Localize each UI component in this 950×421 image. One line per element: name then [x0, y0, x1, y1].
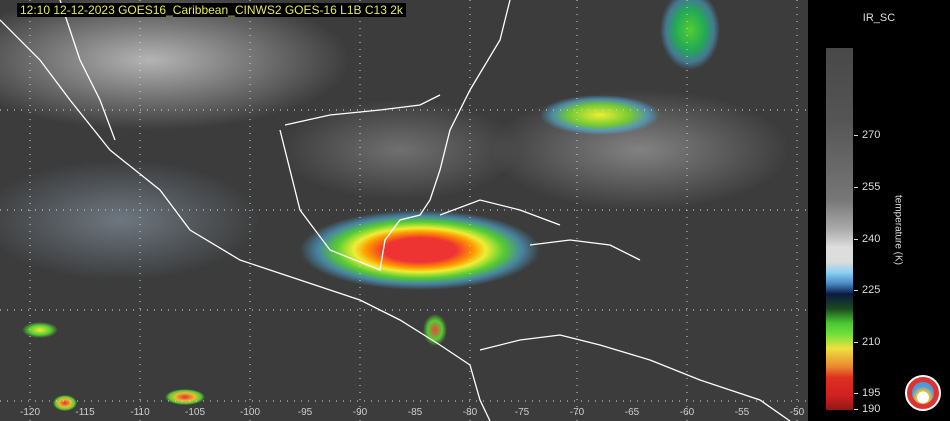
- map-overlay: [0, 0, 808, 421]
- colorbar-tick: 240: [854, 233, 880, 245]
- colorbar-panel: IR_SC 270 255 240 225 210 195 190 temper…: [808, 0, 950, 421]
- colorbar-tick: 270: [854, 129, 880, 141]
- colorbar-tick: 210: [854, 336, 880, 348]
- graticule: [0, 0, 808, 421]
- colorbar: [826, 48, 853, 410]
- colorbar-title: IR_SC: [862, 12, 896, 24]
- colorbar-tick: 255: [854, 181, 880, 193]
- longitude-label: -110: [130, 407, 150, 418]
- longitude-label: -50: [789, 407, 805, 418]
- longitude-label: -120: [19, 407, 41, 418]
- longitude-label: -100: [239, 407, 261, 418]
- longitude-label: -80: [462, 407, 478, 418]
- longitude-label: -85: [407, 407, 423, 418]
- agency-seal-icon: [905, 375, 941, 411]
- longitude-label: -115: [75, 407, 95, 418]
- colorbar-tick: 190: [854, 403, 880, 415]
- satellite-map[interactable]: 12:10 12-12-2023 GOES16_Caribbean_CINWS2…: [0, 0, 808, 421]
- longitude-label: -75: [514, 407, 530, 418]
- longitude-label: -55: [734, 407, 750, 418]
- longitude-label: -105: [184, 407, 206, 418]
- longitude-label: -90: [352, 407, 368, 418]
- longitude-label: -70: [569, 407, 585, 418]
- colorbar-tick: 225: [854, 284, 880, 296]
- image-title: 12:10 12-12-2023 GOES16_Caribbean_CINWS2…: [17, 3, 406, 17]
- colorbar-label: temperature (K): [892, 194, 904, 266]
- longitude-label: -95: [297, 407, 313, 418]
- longitude-label: -65: [624, 407, 640, 418]
- coastlines: [0, 0, 791, 421]
- colorbar-tick: 195: [854, 387, 880, 399]
- longitude-label: -60: [679, 407, 695, 418]
